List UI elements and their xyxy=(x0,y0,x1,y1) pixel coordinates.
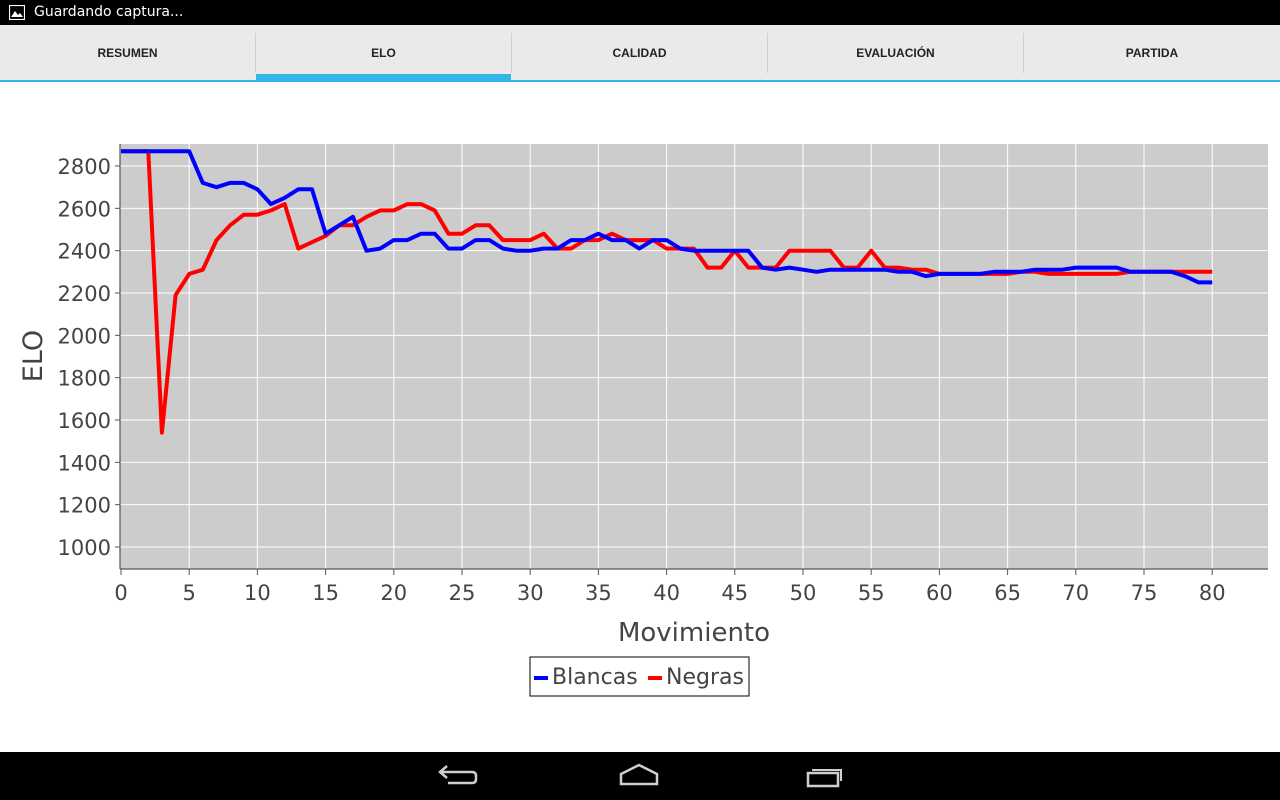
x-tick-label: 75 xyxy=(1131,581,1158,605)
x-tick-label: 30 xyxy=(517,581,544,605)
tab-divider xyxy=(1023,33,1024,73)
tab-calidad[interactable]: CALIDAD xyxy=(612,45,667,60)
y-tick-label: 2200 xyxy=(58,282,111,306)
x-axis-label: Movimiento xyxy=(618,618,770,648)
image-notification-icon xyxy=(9,5,25,20)
x-tick-label: 80 xyxy=(1199,581,1226,605)
home-button[interactable] xyxy=(609,760,669,794)
x-tick-label: 65 xyxy=(994,581,1021,605)
series-line-blancas xyxy=(121,149,1213,285)
y-tick-label: 2000 xyxy=(58,324,111,348)
tab-resumen[interactable]: RESUMEN xyxy=(97,45,158,60)
x-tick-label: 45 xyxy=(721,581,748,605)
recent-apps-button[interactable] xyxy=(794,760,854,794)
tab-selected-indicator xyxy=(256,74,511,80)
plot-background xyxy=(120,144,1268,569)
y-tick-label: 2400 xyxy=(58,240,111,264)
y-tick-label: 1000 xyxy=(58,536,111,560)
x-tick-label: 60 xyxy=(926,581,953,605)
status-bar: Guardando captura... xyxy=(0,0,1280,25)
back-icon xyxy=(438,765,478,785)
navigation-bar xyxy=(0,752,1280,800)
x-tick-label: 15 xyxy=(312,581,339,605)
tab-divider xyxy=(767,33,768,73)
status-text: Guardando captura... xyxy=(34,4,184,20)
y-axis-label: ELO xyxy=(18,330,49,382)
y-tick-label: 2800 xyxy=(58,155,111,179)
x-tick-label: 10 xyxy=(244,581,271,605)
x-tick-label: 5 xyxy=(183,581,196,605)
elo-chart: 0 5 10 15 20 25 30 35 40 45 50 55 60 65 70 75 80 1000 1200… xyxy=(18,144,1268,697)
x-tick-label: 25 xyxy=(449,581,476,605)
x-tick-label: 0 xyxy=(114,581,127,605)
y-tick-label: 1800 xyxy=(58,367,111,391)
recent-apps-icon xyxy=(806,769,842,788)
x-tick-label: 20 xyxy=(380,581,407,605)
x-tick-label: 70 xyxy=(1062,581,1089,605)
tab-elo[interactable]: ELO xyxy=(371,45,396,60)
legend: Blancas Negras xyxy=(529,656,750,697)
tab-divider xyxy=(511,33,512,73)
x-tick-label: 50 xyxy=(790,581,817,605)
y-tick-label: 2600 xyxy=(58,197,111,221)
tab-bar: RESUMEN ELO CALIDAD EVALUACIÓN PARTIDA xyxy=(0,25,1280,82)
x-tick-label: 40 xyxy=(653,581,680,605)
x-tick-label: 55 xyxy=(858,581,885,605)
home-icon xyxy=(619,763,659,786)
tab-evaluacion[interactable]: EVALUACIÓN xyxy=(856,45,935,60)
legend-label-negras: Negras xyxy=(666,665,744,690)
y-tick-label: 1200 xyxy=(58,494,111,518)
x-tick-label: 35 xyxy=(585,581,612,605)
y-tick-label: 1600 xyxy=(58,409,111,433)
legend-label-blancas: Blancas xyxy=(552,665,638,690)
back-button[interactable] xyxy=(426,760,486,794)
legend-box xyxy=(529,656,750,697)
tab-partida[interactable]: PARTIDA xyxy=(1125,45,1179,60)
tab-divider xyxy=(255,33,256,73)
y-tick-label: 1400 xyxy=(58,451,111,475)
